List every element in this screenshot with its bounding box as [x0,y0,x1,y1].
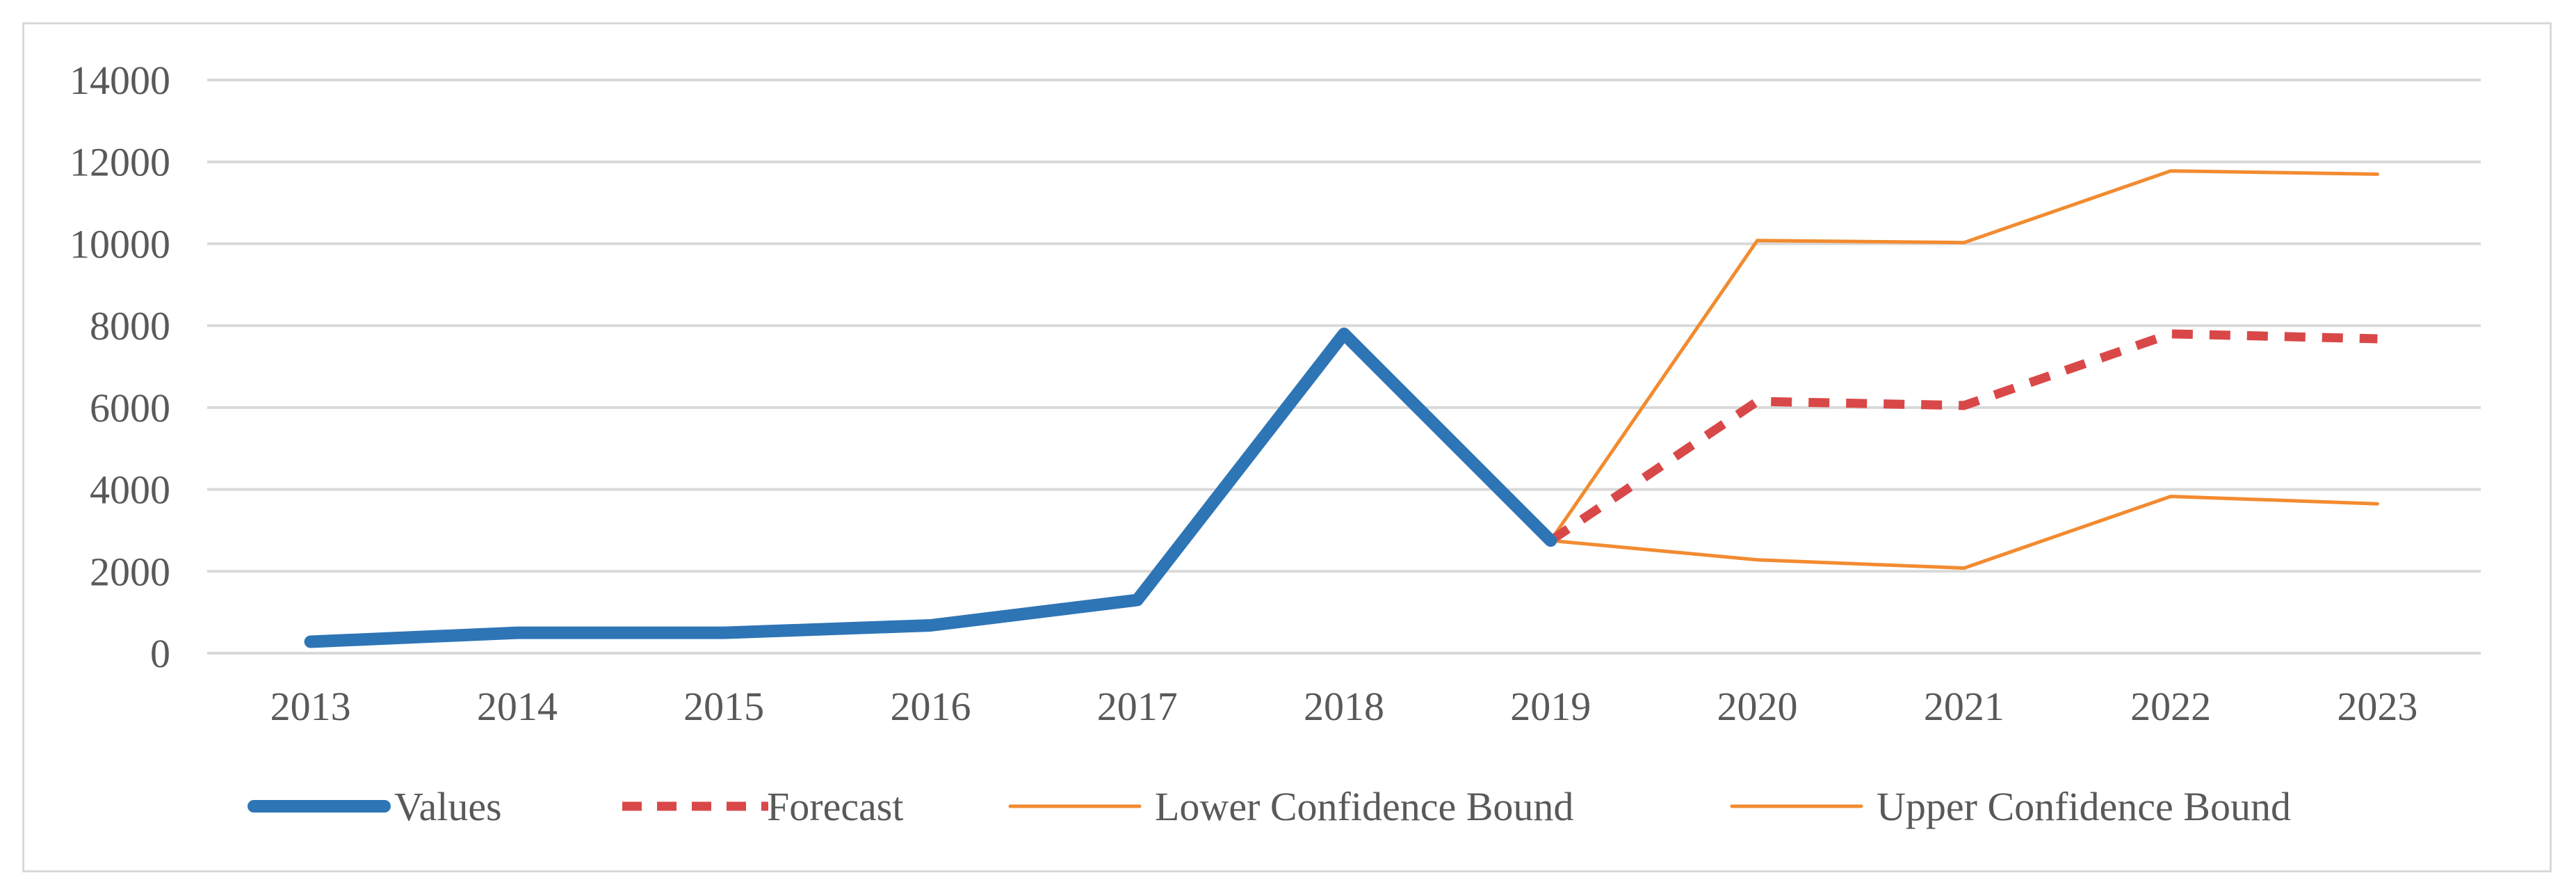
y-tick-label: 0 [150,631,170,676]
x-tick-label: 2016 [890,684,971,729]
x-tick-label: 2018 [1304,684,1384,729]
x-tick-label: 2022 [2130,684,2211,729]
series-lines [304,169,2379,648]
legend-item-forecast: Forecast [622,784,904,829]
x-tick-label: 2020 [1717,684,1798,729]
y-tick-label: 6000 [90,385,170,431]
x-axis-tick-labels: 2013 2014 2015 2016 2017 2018 2019 2020 2021 2022… [270,684,2418,729]
y-tick-label: 14000 [70,58,170,103]
series-line-values [304,327,1557,648]
series-line-lower-confidence-bound [1548,495,2379,570]
y-tick-label: 8000 [90,303,170,349]
x-tick-label: 2013 [270,684,351,729]
x-tick-label: 2015 [683,684,764,729]
legend-item-lower-confidence-bound: Lower Confidence Bound [1008,784,1573,829]
y-tick-label: 10000 [70,221,170,266]
y-tick-label: 4000 [90,467,170,513]
x-tick-label: 2023 [2337,684,2417,729]
chart-frame: 0 2000 4000 6000 8000 10000 12000 14000 2013 201… [22,22,2552,872]
x-tick-label: 2014 [477,684,558,729]
x-tick-label: 2017 [1097,684,1178,729]
y-tick-label: 12000 [70,140,170,185]
series-line-upper-confidence-bound [1548,169,2379,543]
y-axis-tick-labels: 0 2000 4000 6000 8000 10000 12000 14000 [70,58,170,676]
legend: Values Forecast Lower Confidence Bound Uppe… [248,784,2291,829]
series-line-forecast [1548,329,2378,545]
legend-label: Upper Confidence Bound [1877,784,2291,829]
legend-label: Forecast [767,784,904,829]
legend-item-upper-confidence-bound: Upper Confidence Bound [1730,784,2291,829]
x-tick-label: 2021 [1924,684,2004,729]
x-tick-label: 2019 [1510,684,1591,729]
y-tick-label: 2000 [90,549,170,594]
legend-item-values: Values [248,784,502,829]
legend-label: Lower Confidence Bound [1155,784,1573,829]
gridlines [207,79,2481,573]
legend-label: Values [394,784,502,829]
